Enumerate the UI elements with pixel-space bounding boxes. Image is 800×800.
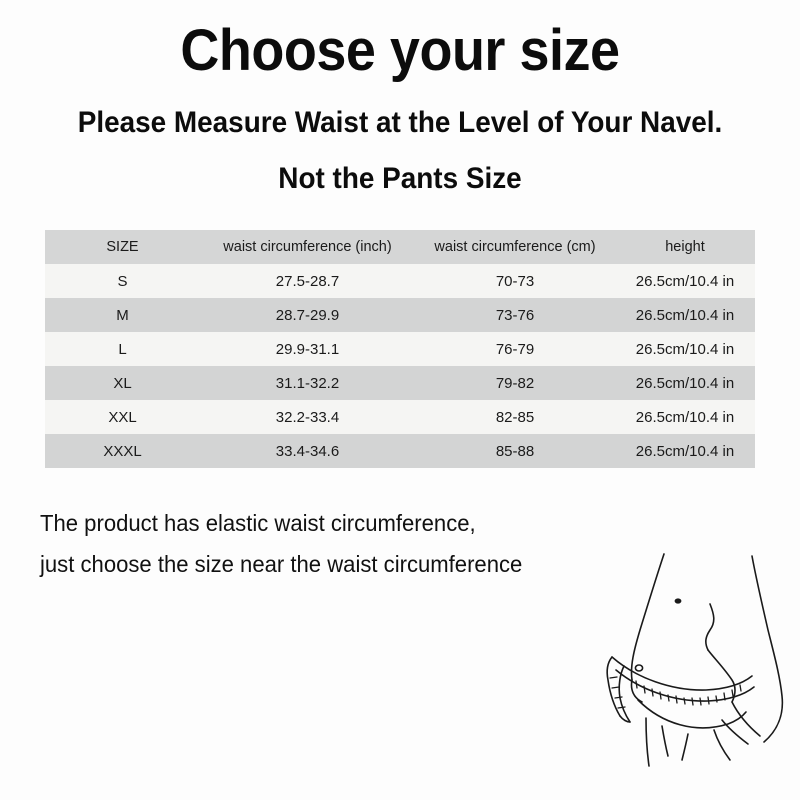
hip-crease-line <box>661 725 669 757</box>
cell-height: 26.5cm/10.4 in <box>615 332 755 366</box>
cell-size: XXL <box>45 400 200 434</box>
table-row: S 27.5-28.7 70-73 26.5cm/10.4 in <box>45 264 755 298</box>
subtitle-not-pants-size: Not the Pants Size <box>278 162 522 195</box>
cell-inch: 29.9-31.1 <box>200 332 415 366</box>
cell-cm: 70-73 <box>415 264 615 298</box>
tape-ring-icon <box>634 664 644 672</box>
page-title: Choose your size <box>180 18 620 83</box>
hand-outline <box>721 719 749 745</box>
arm-inner-outline <box>707 649 736 703</box>
cell-size: S <box>45 264 200 298</box>
cell-size: M <box>45 298 200 332</box>
column-header-height: height <box>615 230 755 264</box>
cell-height: 26.5cm/10.4 in <box>615 400 755 434</box>
elastic-waist-note: The product has elastic waist circumfere… <box>40 503 635 585</box>
hip-right-line <box>713 729 731 761</box>
cell-cm: 79-82 <box>415 366 615 400</box>
cell-inch: 32.2-33.4 <box>200 400 415 434</box>
cell-height: 26.5cm/10.4 in <box>615 434 755 468</box>
cell-inch: 28.7-29.9 <box>200 298 415 332</box>
cell-inch: 27.5-28.7 <box>200 264 415 298</box>
cell-height: 26.5cm/10.4 in <box>615 298 755 332</box>
cell-cm: 73-76 <box>415 298 615 332</box>
table-row: XXL 32.2-33.4 82-85 26.5cm/10.4 in <box>45 400 755 434</box>
cell-size: L <box>45 332 200 366</box>
table-body: S 27.5-28.7 70-73 26.5cm/10.4 in M 28.7-… <box>45 264 755 468</box>
torso-waist-measurement-illustration <box>596 538 800 800</box>
cell-cm: 82-85 <box>415 400 615 434</box>
table-row: L 29.9-31.1 76-79 26.5cm/10.4 in <box>45 332 755 366</box>
tape-tail-ticks <box>609 676 626 709</box>
torso-left-outline <box>630 553 665 681</box>
measuring-tape-tail-end <box>619 715 631 723</box>
arm-outer-outline <box>751 555 784 743</box>
measuring-tape-upper-edge <box>611 656 753 691</box>
torso-oblique-crease <box>705 603 715 651</box>
heading-block: Choose your size Please Measure Waist at… <box>0 22 800 194</box>
subtitle-measure-instruction: Please Measure Waist at the Level of You… <box>77 106 723 139</box>
cell-height: 26.5cm/10.4 in <box>615 264 755 298</box>
hip-left-line <box>645 717 650 767</box>
torso-belly-outline <box>630 679 643 703</box>
size-chart-table: SIZE waist circumference (inch) waist ci… <box>45 230 755 468</box>
forearm-outline <box>731 701 761 737</box>
table-row: M 28.7-29.9 73-76 26.5cm/10.4 in <box>45 298 755 332</box>
column-header-waist-cm: waist circumference (cm) <box>415 230 615 264</box>
cell-size: XXXL <box>45 434 200 468</box>
note-line-2: just choose the size near the waist circ… <box>40 551 523 577</box>
navel-icon <box>674 598 682 604</box>
cell-height: 26.5cm/10.4 in <box>615 366 755 400</box>
cell-size: XL <box>45 366 200 400</box>
cell-inch: 33.4-34.6 <box>200 434 415 468</box>
cell-cm: 76-79 <box>415 332 615 366</box>
table-header: SIZE waist circumference (inch) waist ci… <box>45 230 755 264</box>
table-header-row: SIZE waist circumference (inch) waist ci… <box>45 230 755 264</box>
waistband-lower-edge <box>637 699 747 729</box>
table-row: XL 31.1-32.2 79-82 26.5cm/10.4 in <box>45 366 755 400</box>
cell-cm: 85-88 <box>415 434 615 468</box>
note-line-1: The product has elastic waist circumfere… <box>40 510 476 536</box>
table-row: XXXL 33.4-34.6 85-88 26.5cm/10.4 in <box>45 434 755 468</box>
cell-inch: 31.1-32.2 <box>200 366 415 400</box>
leg-gap-line <box>681 733 689 761</box>
measuring-tape-tail <box>606 656 621 717</box>
column-header-size: SIZE <box>45 230 200 264</box>
measuring-tape-tail-edge <box>618 665 631 723</box>
column-header-waist-inch: waist circumference (inch) <box>200 230 415 264</box>
tape-ticks <box>635 680 742 706</box>
